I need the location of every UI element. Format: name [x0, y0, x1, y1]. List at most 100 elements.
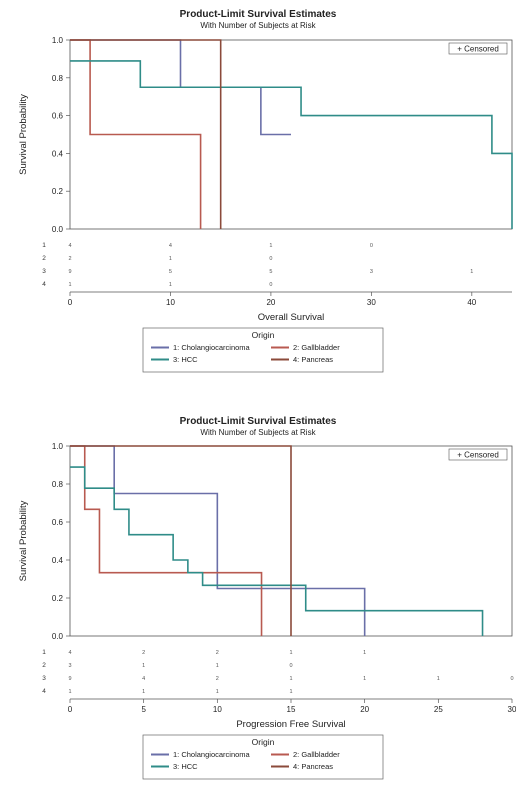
legend-title: Origin [252, 737, 275, 747]
risk-count: 2 [68, 256, 71, 262]
risk-count: 1 [363, 650, 366, 656]
risk-count: 1 [216, 663, 219, 669]
risk-row-label: 1 [42, 242, 46, 249]
legend-label-1: 1: Cholangiocarcinoma [173, 343, 251, 352]
risk-count: 4 [142, 676, 145, 682]
risk-row-label: 3 [42, 268, 46, 275]
survival-curve-4 [70, 445, 292, 636]
risk-row-label: 2 [42, 662, 46, 669]
risk-count: 9 [68, 676, 71, 682]
risk-count: 2 [216, 676, 219, 682]
legend-label-1: 1: Cholangiocarcinoma [173, 750, 251, 759]
censored-legend-label: + Censored [457, 451, 499, 460]
x-axis-label: Overall Survival [258, 312, 325, 323]
risk-count: 1 [169, 256, 172, 262]
risk-count: 2 [216, 650, 219, 656]
survival-curve-4 [70, 39, 222, 229]
y-tick-label: 1.0 [52, 36, 64, 45]
risk-count: 0 [289, 663, 292, 669]
risk-count: 3 [68, 663, 71, 669]
censored-legend-box [448, 448, 508, 461]
x-tick-label: 30 [508, 705, 516, 714]
risk-count: 0 [510, 676, 513, 682]
survival-curve-1 [70, 445, 366, 636]
survival-curve-3 [70, 60, 513, 229]
y-tick-label: 0.4 [52, 149, 64, 158]
risk-count: 0 [269, 282, 272, 288]
y-tick-label: 0.6 [52, 518, 64, 527]
risk-count: 4 [68, 243, 71, 249]
y-tick-label: 0.4 [52, 556, 64, 565]
risk-row-label: 2 [42, 255, 46, 262]
x-axis-label: Progression Free Survival [236, 719, 345, 730]
risk-count: 5 [169, 269, 172, 275]
risk-count: 1 [289, 676, 292, 682]
x-tick-label: 15 [287, 705, 296, 714]
legend-label-2: 2: Gallbladder [293, 750, 340, 759]
y-tick-label: 0.2 [52, 187, 64, 196]
legend-box [142, 734, 384, 780]
x-tick-label: 20 [360, 705, 369, 714]
legend-label-3: 3: HCC [173, 762, 198, 771]
x-tick-label: 10 [166, 298, 175, 307]
x-tick-label: 0 [68, 705, 73, 714]
legend-label-4: 4: Pancreas [293, 762, 333, 771]
risk-count: 3 [370, 269, 373, 275]
survival-curve-2 [70, 445, 263, 636]
y-tick-label: 0.2 [52, 594, 64, 603]
x-tick-label: 30 [367, 298, 376, 307]
risk-count: 1 [363, 676, 366, 682]
risk-count: 1 [142, 663, 145, 669]
risk-row-label: 4 [42, 688, 46, 695]
risk-count: 1 [269, 243, 272, 249]
risk-count: 1 [437, 676, 440, 682]
chart-subtitle: With Number of Subjects at Risk [200, 428, 316, 437]
risk-count: 1 [169, 282, 172, 288]
censored-legend-label: + Censored [457, 45, 499, 54]
risk-count: 4 [169, 243, 172, 249]
censored-legend-box [448, 42, 508, 55]
risk-count: 1 [216, 689, 219, 695]
chart-title: Product-Limit Survival Estimates [180, 9, 337, 20]
risk-count: 1 [289, 689, 292, 695]
risk-count: 1 [68, 282, 71, 288]
y-tick-label: 0.8 [52, 74, 64, 83]
x-tick-label: 25 [434, 705, 443, 714]
plot-frame [69, 39, 513, 230]
risk-count: 1 [289, 650, 292, 656]
y-tick-label: 0.0 [52, 225, 64, 234]
chart-subtitle: With Number of Subjects at Risk [200, 21, 316, 30]
x-tick-label: 5 [141, 705, 146, 714]
risk-count: 1 [68, 689, 71, 695]
y-tick-label: 0.0 [52, 632, 64, 641]
legend-label-4: 4: Pancreas [293, 355, 333, 364]
risk-row-label: 3 [42, 675, 46, 682]
risk-count: 0 [269, 256, 272, 262]
risk-row-label: 4 [42, 281, 46, 288]
y-tick-label: 1.0 [52, 442, 64, 451]
risk-count: 2 [142, 650, 145, 656]
y-axis-label: Survival Probability [18, 500, 29, 581]
x-tick-label: 20 [266, 298, 275, 307]
chart-title: Product-Limit Survival Estimates [180, 416, 337, 427]
legend-label-3: 3: HCC [173, 355, 198, 364]
legend-label-2: 2: Gallbladder [293, 343, 340, 352]
risk-count: 1 [470, 269, 473, 275]
legend-title: Origin [252, 330, 275, 340]
y-axis-label: Survival Probability [18, 94, 29, 175]
legend-box [142, 327, 384, 373]
risk-count: 1 [142, 689, 145, 695]
x-tick-label: 40 [467, 298, 476, 307]
x-tick-label: 0 [68, 298, 73, 307]
y-tick-label: 0.8 [52, 480, 64, 489]
x-tick-label: 10 [213, 705, 222, 714]
risk-count: 4 [68, 650, 71, 656]
risk-row-label: 1 [42, 649, 46, 656]
risk-count: 0 [370, 243, 373, 249]
y-tick-label: 0.6 [52, 112, 64, 121]
survival-curve-3 [70, 466, 484, 636]
